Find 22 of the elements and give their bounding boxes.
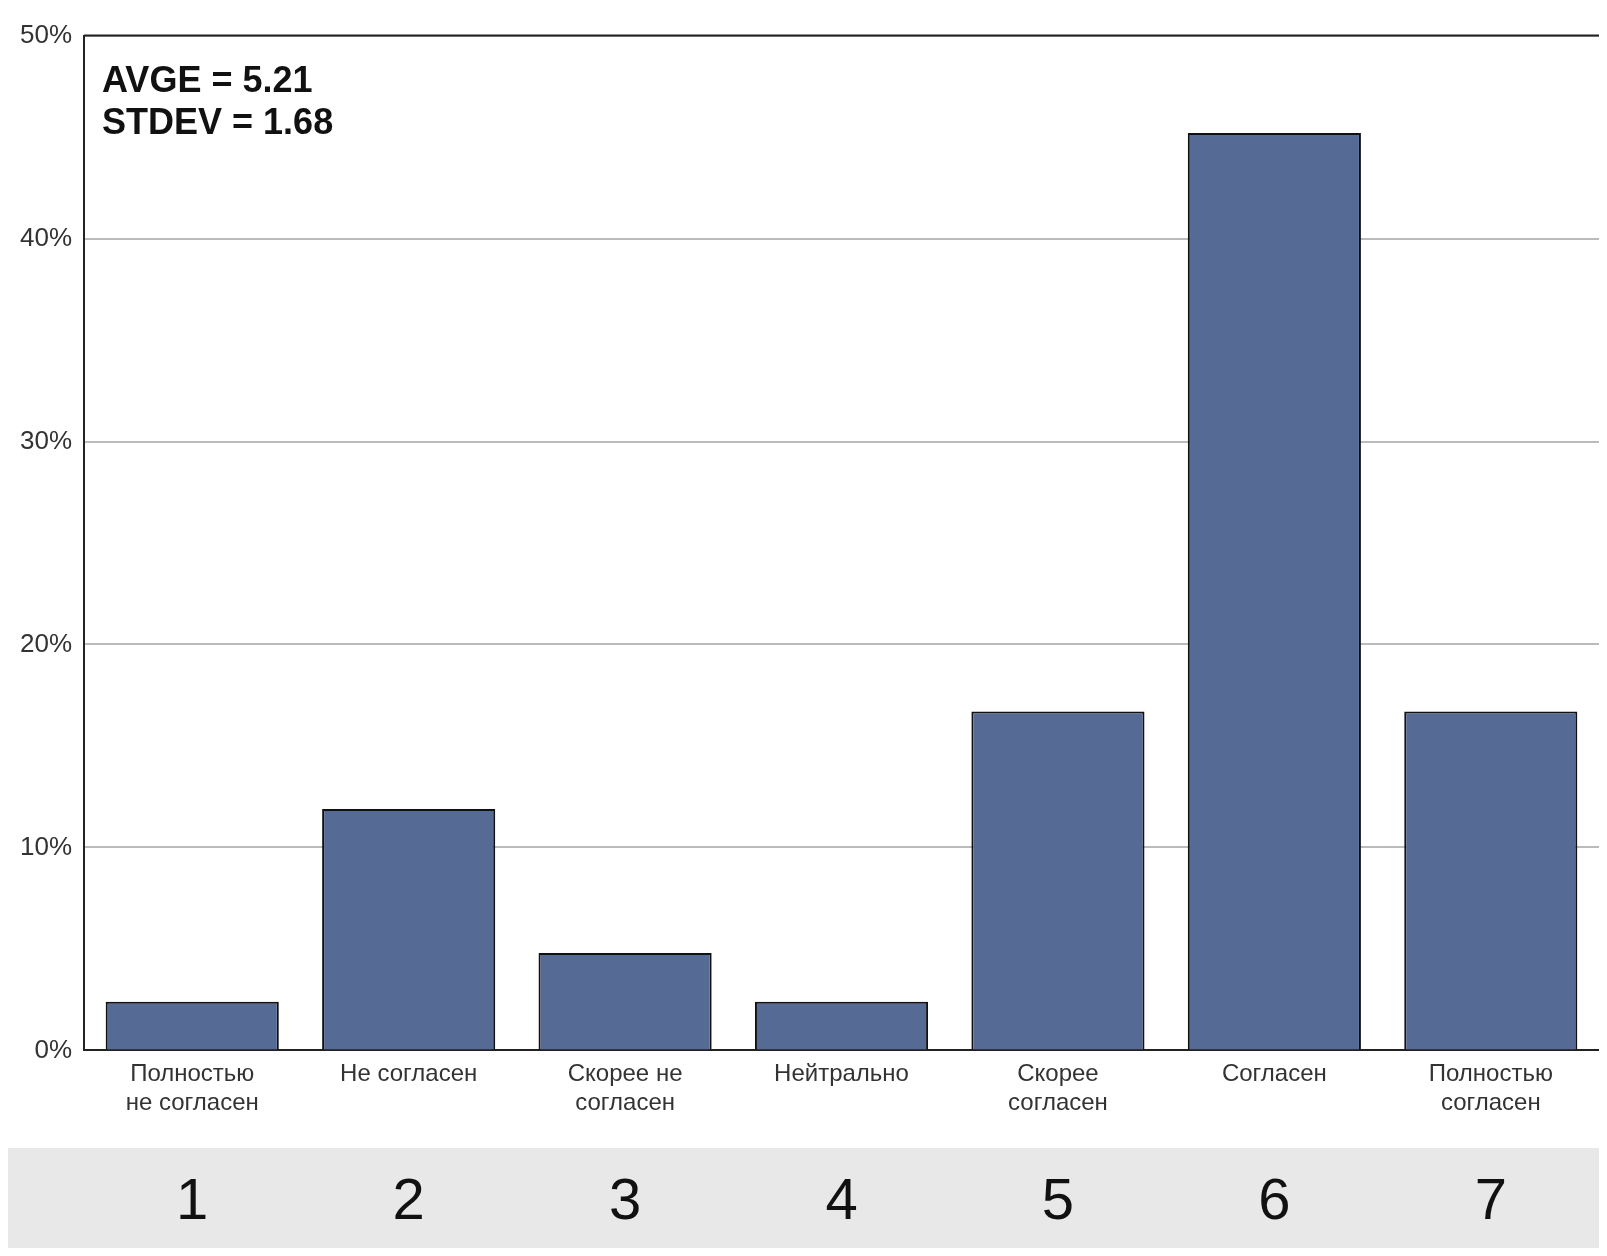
x-tick-label: Нейтрально: [774, 1059, 909, 1087]
y-tick-label: 0%: [34, 1033, 73, 1064]
x-tick-label: Не согласен: [340, 1059, 478, 1087]
y-tick-label: 50%: [19, 18, 73, 49]
text: 7: [1474, 1166, 1507, 1231]
y-tick-label: 20%: [19, 627, 73, 658]
text: 5: [1041, 1166, 1075, 1231]
y-tick-label: 10%: [19, 830, 73, 861]
x-tick-label: Скорее согласен: [1008, 1059, 1108, 1116]
text: 6: [1258, 1166, 1291, 1231]
y-tick-label: 40%: [19, 221, 73, 252]
x-tick-label: Полностью согласен: [1428, 1059, 1553, 1116]
x-tick-label: Скорее не согласен: [567, 1059, 683, 1116]
text: 2: [392, 1166, 425, 1231]
annotation: STDEV = 1.68: [102, 100, 334, 142]
text: 4: [825, 1166, 858, 1231]
x-tick-label: Согласен: [1221, 1059, 1327, 1087]
x-tick-label: Полностью не согласен: [125, 1059, 259, 1116]
text: 3: [608, 1166, 642, 1231]
text: 1: [176, 1166, 209, 1231]
annotation: AVGE = 5.21: [102, 58, 313, 100]
y-tick-label: 30%: [19, 424, 73, 455]
